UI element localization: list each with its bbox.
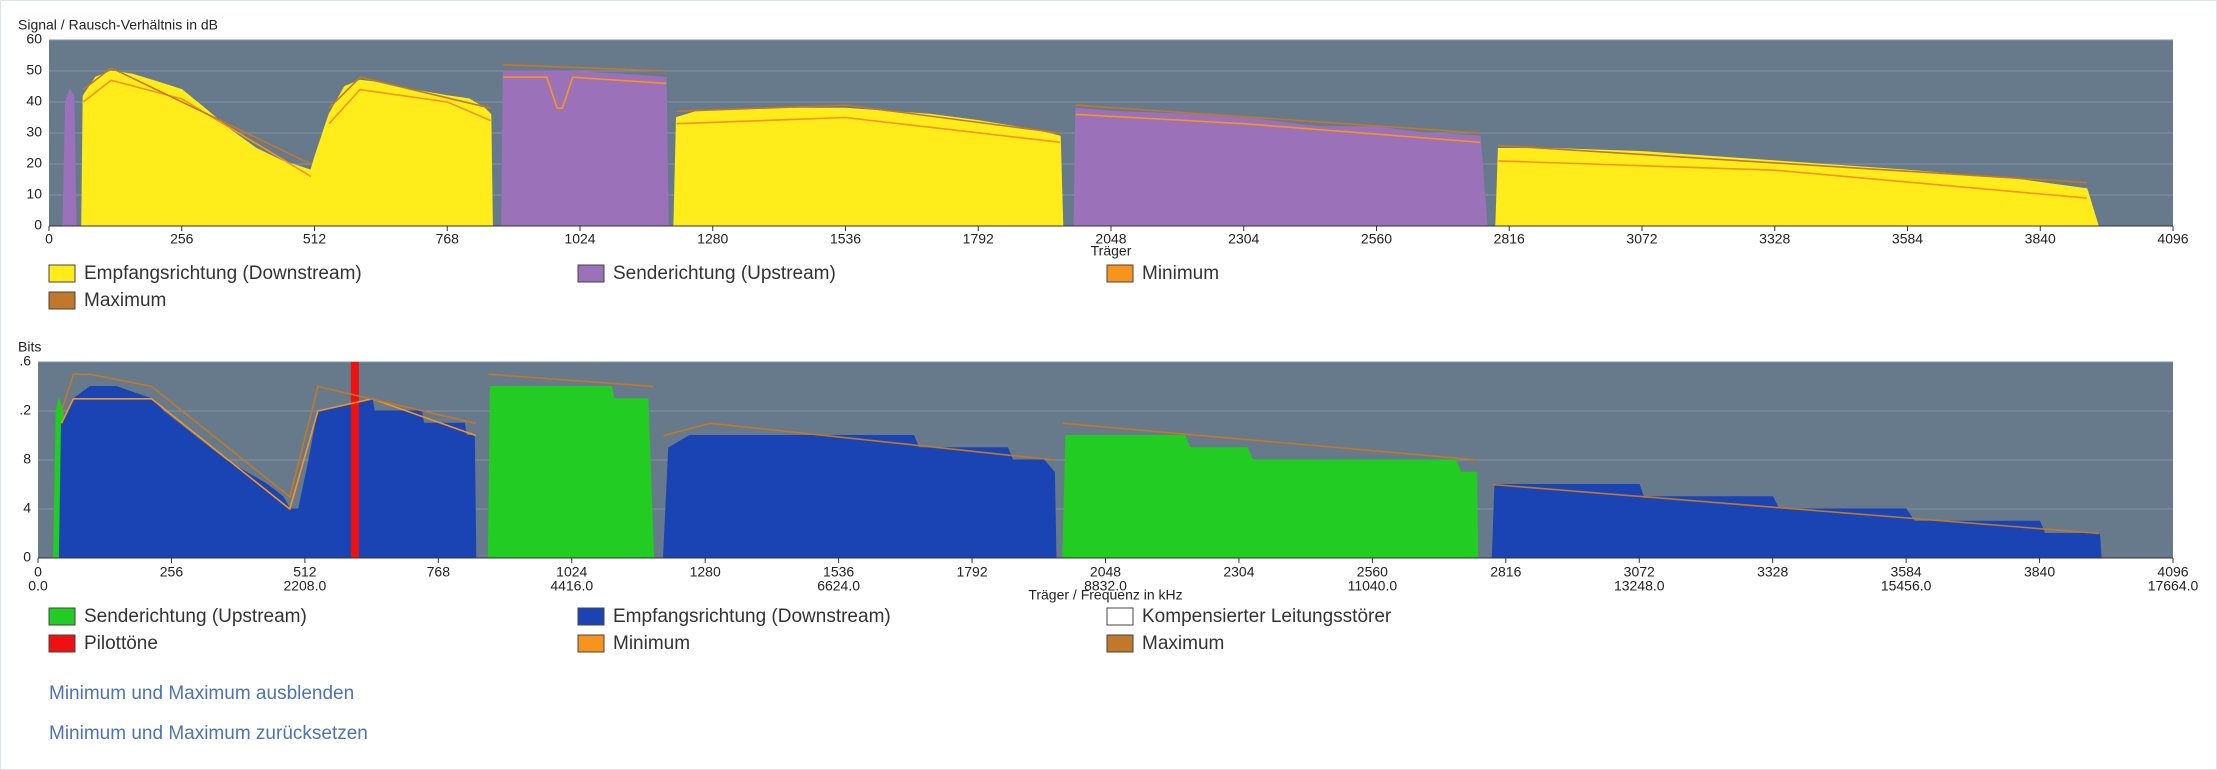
legend-label: Empfangsrichtung (Downstream) xyxy=(613,606,891,627)
x2-tick-label: 2208.0 xyxy=(283,578,326,594)
x-tick-label: 2304 xyxy=(1223,564,1254,580)
x-tick-label: 2816 xyxy=(1494,231,1525,247)
legend-label: Maximum xyxy=(1142,633,1224,654)
y-tick-label: 30 xyxy=(26,124,42,140)
x-tick-label: 3840 xyxy=(2025,231,2056,247)
x-axis-label: Träger / Frequenz in kHz xyxy=(1028,587,1182,603)
x-tick-label: 3328 xyxy=(1759,231,1790,247)
y-tick-label: 50 xyxy=(26,62,42,78)
legend-label: Minimum xyxy=(613,633,690,654)
x-tick-label: 768 xyxy=(436,231,460,247)
x2-tick-label: 11040.0 xyxy=(1348,578,1398,594)
x2-tick-label: 8832.0 xyxy=(1084,578,1127,594)
legend-label: Senderichtung (Upstream) xyxy=(84,606,307,627)
x-tick-label: 3072 xyxy=(1624,564,1655,580)
series-line xyxy=(82,76,2087,199)
legend-label: Kompensierter Leitungsstörer xyxy=(1142,606,1392,627)
legend-label: Maximum xyxy=(84,290,166,311)
x-tick-label: 2560 xyxy=(1357,564,1388,580)
x-tick-label: 512 xyxy=(303,231,327,247)
x-tick-label: 0 xyxy=(45,231,53,247)
series-line xyxy=(82,64,2087,184)
y-tick-label: 40 xyxy=(26,93,42,109)
y-tick-label: 0 xyxy=(34,217,42,233)
x-tick-label: 1792 xyxy=(956,564,987,580)
x-tick-label: 1280 xyxy=(697,231,728,247)
x-tick-label: 256 xyxy=(170,231,194,247)
x-tick-label: 2560 xyxy=(1361,231,1392,247)
x-tick-label: 2304 xyxy=(1228,231,1259,247)
legend-swatch xyxy=(1106,634,1134,653)
legend-swatch xyxy=(48,264,76,283)
x-tick-label: 1536 xyxy=(830,231,861,247)
x-axis-label: Träger xyxy=(1091,243,1132,259)
chart-title: Signal / Rausch-Verhältnis in dB xyxy=(18,17,218,33)
x2-tick-label: 15456.0 xyxy=(1881,578,1932,594)
x-tick-label: 1536 xyxy=(823,564,854,580)
x-tick-label: 0 xyxy=(34,564,42,580)
x-tick-label: 3072 xyxy=(1626,231,1657,247)
y-tick-label: .2 xyxy=(19,402,31,418)
x-tick-label: 1792 xyxy=(963,231,994,247)
series-area xyxy=(81,70,2099,227)
legend-swatch xyxy=(577,634,605,653)
legend-swatch xyxy=(48,607,76,626)
x2-tick-label: 6624.0 xyxy=(817,578,860,594)
x-tick-label: 2816 xyxy=(1490,564,1521,580)
legend-label: Pilottöne xyxy=(84,633,158,654)
y-tick-label: 0 xyxy=(23,549,31,565)
legend-label: Minimum xyxy=(1142,263,1219,284)
x-tick-label: 4096 xyxy=(2157,231,2188,247)
x-tick-label: 2048 xyxy=(1090,564,1121,580)
x-tick-label: 1024 xyxy=(556,564,587,580)
x-tick-label: 512 xyxy=(293,564,317,580)
y-tick-label: 8 xyxy=(23,451,31,467)
y-tick-label: 60 xyxy=(26,31,42,47)
legend-label: Senderichtung (Upstream) xyxy=(613,263,836,284)
x-tick-label: 3584 xyxy=(1891,564,1922,580)
x2-tick-label: 4416.0 xyxy=(550,578,593,594)
y-tick-label: 20 xyxy=(26,155,42,171)
link-reset-minmax[interactable]: Minimum und Maximum zurücksetzen xyxy=(49,723,368,744)
pilot-tone xyxy=(350,362,359,558)
legend-swatch xyxy=(1106,607,1134,626)
x-tick-label: 768 xyxy=(427,564,451,580)
x2-tick-label: 17664.0 xyxy=(2148,578,2199,594)
x2-tick-label: 0.0 xyxy=(28,578,48,594)
x-tick-label: 3328 xyxy=(1757,564,1788,580)
legend-swatch xyxy=(577,607,605,626)
x-tick-label: 3584 xyxy=(1892,231,1923,247)
x-tick-label: 1024 xyxy=(564,231,595,247)
y-tick-label: 10 xyxy=(26,186,42,202)
series-line xyxy=(60,373,2100,535)
chart-title: Bits xyxy=(18,339,41,355)
legend-label: Empfangsrichtung (Downstream) xyxy=(84,263,362,284)
legend-swatch xyxy=(48,634,76,653)
x-tick-label: 4096 xyxy=(2157,564,2188,580)
x-tick-label: 3840 xyxy=(2024,564,2055,580)
legend-swatch xyxy=(577,264,605,283)
link-hide-minmax[interactable]: Minimum und Maximum ausblenden xyxy=(49,683,354,704)
x-tick-label: 256 xyxy=(160,564,184,580)
y-tick-label: 4 xyxy=(23,500,31,516)
y-tick-label: .6 xyxy=(19,353,31,369)
x-tick-label: 1280 xyxy=(690,564,721,580)
legend-swatch xyxy=(48,291,76,310)
legend-swatch xyxy=(1106,264,1134,283)
x-tick-label: 2048 xyxy=(1095,231,1126,247)
x2-tick-label: 13248.0 xyxy=(1614,578,1665,594)
